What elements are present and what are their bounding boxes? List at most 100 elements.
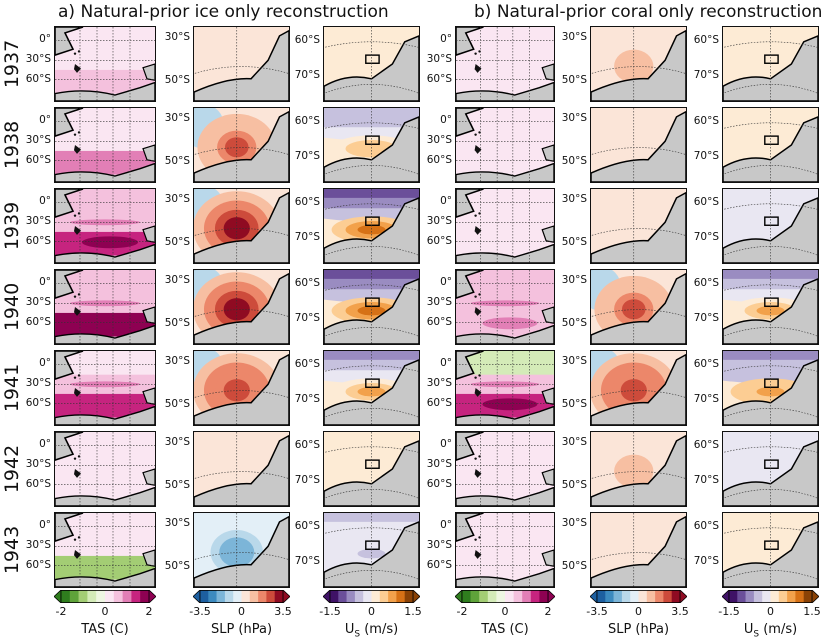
lat-tick-label: 70°S [294,474,320,487]
map-panel-slp [193,350,290,426]
lat-tick-label: 70°S [693,393,719,406]
lat-tick-label: 60°S [294,34,320,47]
colorbar-label: TAS (C) [81,622,129,637]
lat-tick-label: 30°S [561,274,587,287]
year-label-text: 1943 [1,525,23,575]
map-panel-us [323,269,420,345]
lat-tick-label: 0° [440,194,452,207]
colorbar-label-units: (m/s) [360,622,399,637]
lat-tick-label: 70°S [294,393,320,406]
year-label-text: 1942 [1,444,23,494]
lat-tick-label: 30°S [25,215,51,228]
colorbar-tick-label: 0 [501,605,509,618]
lat-tick-label: 0° [440,113,452,126]
lat-tick-label: 60°S [426,234,452,247]
map-panel-tas [455,350,555,426]
slp-map [591,432,686,506]
slp-map [194,189,289,263]
lat-tick-label: 70°S [693,150,719,163]
lat-tick-label: 70°S [693,69,719,82]
map-panel-tas [455,512,555,588]
lat-tick-label: 50°S [561,154,587,167]
lat-tick-label: 50°S [561,73,587,86]
lat-tick-label: 70°S [693,474,719,487]
tas-map [456,351,554,425]
tas-map [55,189,155,263]
lat-tick-label: 50°S [164,316,190,329]
map-panel-tas [54,512,156,588]
lat-tick-label: 30°S [561,517,587,530]
lat-tick-label: 50°S [561,316,587,329]
us-map [324,108,419,182]
slp-map [591,270,686,344]
slp-map [194,432,289,506]
tas-map [55,270,155,344]
tas-map [456,189,554,263]
colorbar-tick-label: 0 [101,605,109,618]
tas-map [456,270,554,344]
lat-tick-label: 30°S [164,112,190,125]
map-panel-slp [193,26,290,102]
lat-tick-label: 60°S [693,34,719,47]
lat-tick-label: 30°S [426,377,452,390]
lat-tick-label: 30°S [561,193,587,206]
colorbar-tick-label: -2 [55,605,67,618]
lat-tick-label: 60°S [693,277,719,290]
map-panel-tas [455,26,555,102]
us-map [324,351,419,425]
colorbar-tick-label: -2 [456,605,468,618]
map-panel-slp [590,512,687,588]
colorbar-us [722,590,819,603]
slp-map [591,513,686,587]
lat-tick-label: 70°S [294,555,320,568]
map-panel-slp [193,512,290,588]
lat-tick-label: 0° [440,32,452,45]
map-panel-us [722,269,819,345]
lat-tick-label: 70°S [294,69,320,82]
lat-tick-label: 60°S [25,153,51,166]
lat-tick-label: 70°S [693,231,719,244]
lat-tick-label: 30°S [164,274,190,287]
lat-tick-label: 60°S [294,196,320,209]
map-panel-us [722,26,819,102]
lat-tick-label: 0° [440,518,452,531]
map-panel-slp [193,431,290,507]
year-label-text: 1939 [1,201,23,251]
lat-tick-label: 0° [39,518,51,531]
colorbar-tick-label: 3.5 [274,605,292,618]
map-panel-tas [54,107,156,183]
tas-map [55,351,155,425]
year-label-text: 1940 [1,282,23,332]
tas-map [55,432,155,506]
colorbar-tas [455,590,555,603]
slp-map [591,108,686,182]
lat-tick-label: 50°S [561,397,587,410]
map-panel-us [323,26,420,102]
lat-tick-label: 50°S [561,559,587,572]
colorbar-tick-label: 3.5 [671,605,689,618]
year-label-text: 1937 [1,39,23,89]
tas-map [456,513,554,587]
lat-tick-label: 60°S [693,439,719,452]
slp-map [194,270,289,344]
lat-tick-label: 60°S [693,196,719,209]
lat-tick-label: 0° [440,356,452,369]
colorbar-tick-label: 0 [767,605,774,618]
lat-tick-label: 30°S [164,31,190,44]
lat-tick-label: 60°S [426,396,452,409]
map-panel-slp [193,269,290,345]
map-panel-tas [455,269,555,345]
lat-tick-label: 60°S [693,520,719,533]
lat-tick-label: 70°S [693,312,719,325]
lat-tick-label: 60°S [25,315,51,328]
map-panel-tas [54,350,156,426]
us-map [324,513,419,587]
tas-map [456,432,554,506]
lat-tick-label: 30°S [426,53,452,66]
us-map [723,189,818,263]
colorbar-label: SLP (hPa) [607,622,670,637]
year-label-text: 1941 [1,363,23,413]
panel-a-title: a) Natural-prior ice only reconstruction [58,2,389,22]
lat-tick-label: 60°S [426,558,452,571]
colorbar-label: US (m/s) [744,622,797,640]
